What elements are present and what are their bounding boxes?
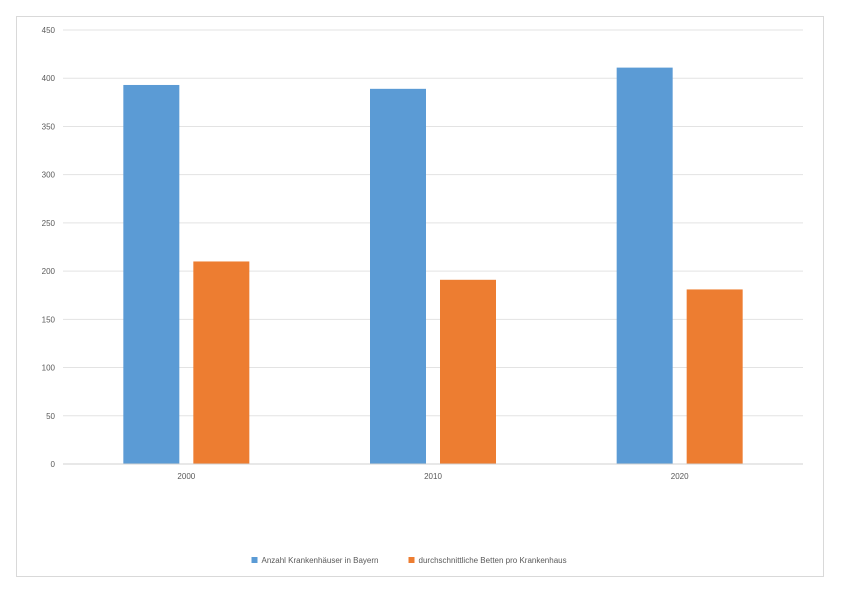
legend: Anzahl Krankenhäuser in Bayern durchschni…: [251, 556, 567, 565]
y-tick-label: 200: [42, 267, 56, 276]
y-tick-label: 300: [42, 171, 56, 180]
x-axis-tick-labels: 2000 2010 2020: [177, 472, 689, 481]
bar-anzahl-2020: [616, 67, 673, 464]
x-tick-label: 2020: [671, 472, 689, 481]
x-tick-label: 2000: [177, 472, 195, 481]
legend-label: durchschnittliche Betten pro Krankenhaus: [419, 556, 567, 565]
y-tick-label: 150: [42, 315, 56, 324]
bar-anzahl-2000: [123, 84, 180, 465]
x-tick-label: 2010: [424, 472, 442, 481]
legend-swatch: [408, 557, 415, 563]
y-tick-label: 100: [42, 364, 56, 373]
y-tick-label: 450: [42, 26, 56, 35]
y-tick-label: 350: [42, 122, 56, 131]
legend-swatch: [251, 557, 258, 563]
bar-anzahl-2010: [370, 88, 426, 464]
legend-label: Anzahl Krankenhäuser in Bayern: [262, 556, 379, 565]
gridlines: [63, 29, 803, 417]
y-axis-tick-labels: 0 50 100 150 200 250 300 350 400 450: [42, 26, 56, 469]
bar-betten-2000: [193, 261, 250, 464]
y-tick-label: 250: [42, 219, 56, 228]
bars: [123, 67, 743, 465]
y-tick-label: 50: [46, 412, 55, 421]
bar-betten-2020: [686, 289, 743, 464]
bar-betten-2010: [440, 279, 496, 464]
y-tick-label: 400: [42, 74, 56, 83]
y-tick-label: 0: [51, 460, 56, 469]
